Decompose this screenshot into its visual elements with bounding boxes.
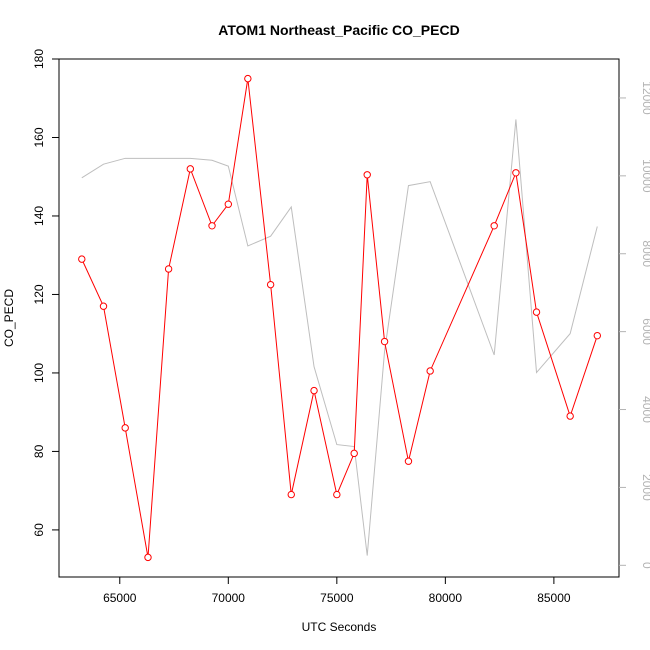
y-tick-label: 100: [32, 363, 46, 383]
data-point: [350, 449, 358, 458]
data-point: [164, 265, 173, 273]
series-right-line: [81, 119, 598, 556]
y2-tick-label: 6000: [640, 318, 650, 345]
data-point: [224, 200, 233, 208]
data-point: [363, 171, 371, 179]
y-tick-label: 60: [32, 523, 46, 537]
data-point: [99, 302, 108, 310]
data-point: [121, 424, 129, 432]
x-axis: 65000 70000 75000 80000 85000: [103, 577, 571, 605]
series-left-line: [81, 78, 598, 558]
y-axis-left: 60 80 100 120 140 160 180: [32, 49, 59, 537]
data-point: [593, 331, 601, 340]
data-point: [380, 337, 389, 346]
y-axis-label: CO_PECD: [2, 289, 16, 347]
y-tick-label: 180: [32, 49, 46, 69]
y-axis-right: 0 2000 4000 6000 8000 10000 12000: [619, 81, 650, 569]
x-tick-label: 75000: [320, 591, 354, 605]
chart-title: ATOM1 Northeast_Pacific CO_PECD: [218, 22, 459, 38]
data-point: [532, 308, 541, 316]
y-tick-label: 140: [32, 206, 46, 226]
data-point: [266, 280, 275, 289]
y2-tick-label: 4000: [640, 396, 650, 423]
data-point: [333, 490, 341, 499]
data-point: [310, 386, 318, 395]
data-point: [426, 367, 434, 375]
y-tick-label: 120: [32, 284, 46, 304]
data-point: [208, 222, 216, 230]
y2-tick-label: 0: [640, 562, 650, 569]
data-point: [404, 457, 413, 465]
y2-tick-label: 2000: [640, 474, 650, 501]
x-tick-label: 65000: [103, 591, 137, 605]
y2-tick-label: 8000: [640, 240, 650, 267]
data-point: [144, 553, 152, 562]
plot-frame: [58, 58, 620, 578]
x-axis-label: UTC Seconds: [302, 620, 377, 634]
y2-tick-label: 12000: [640, 81, 650, 115]
x-tick-label: 80000: [429, 591, 463, 605]
data-point: [287, 490, 295, 499]
data-point: [490, 222, 498, 230]
y2-tick-label: 10000: [640, 159, 650, 193]
series-layer: [78, 74, 601, 562]
data-point: [512, 169, 520, 177]
y-tick-label: 80: [32, 444, 46, 458]
data-point: [244, 74, 252, 83]
data-point: [186, 165, 195, 173]
data-point: [78, 255, 86, 263]
x-tick-label: 85000: [537, 591, 571, 605]
y-tick-label: 160: [32, 127, 46, 147]
x-tick-label: 70000: [212, 591, 246, 605]
data-point: [566, 412, 574, 420]
